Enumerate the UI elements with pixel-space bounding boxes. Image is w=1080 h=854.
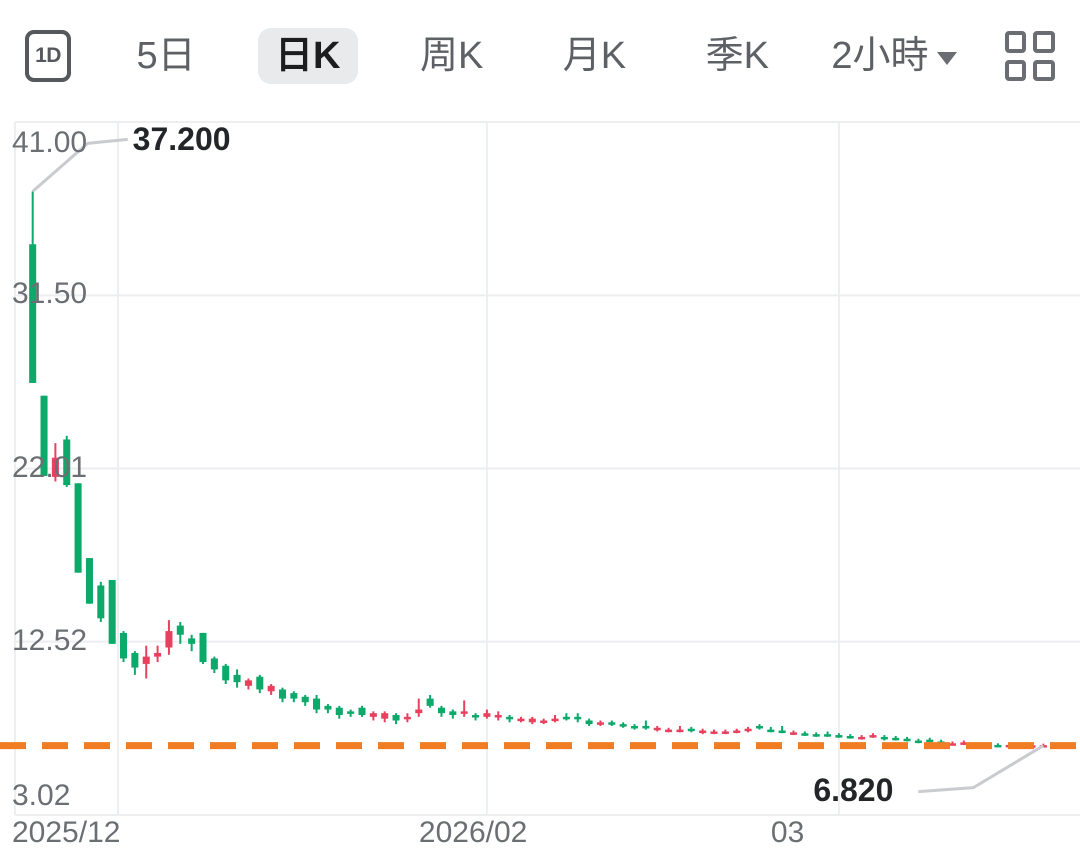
y-axis-label-4: 12.52: [12, 623, 88, 657]
y-axis-label-2: 31.50: [12, 277, 88, 311]
tab-weekly-k[interactable]: 周K: [419, 35, 484, 77]
y-axis-label-min: 3.02: [12, 779, 71, 812]
grid-cell: [1004, 31, 1027, 53]
tab-monthly-k[interactable]: 月K: [562, 35, 627, 77]
candlestick-chart[interactable]: 41.00 31.50 22.01 12.52 3.02 2025/12 2026/02 03…: [0, 112, 1080, 854]
one-day-icon-label: 1D: [35, 44, 61, 67]
tab-daily-k[interactable]: 日K: [258, 28, 358, 84]
y-axis-label-3: 22.01: [12, 450, 88, 484]
chart-toolbar: 1D 5日 日K 周K 月K 季K 2小時: [0, 0, 1080, 112]
one-day-icon[interactable]: 1D: [22, 30, 74, 82]
interval-dropdown[interactable]: 2小時: [831, 35, 957, 77]
grid-cell: [1004, 59, 1027, 81]
grid-layout-icon[interactable]: [1002, 28, 1058, 84]
chart-canvas: [0, 121, 1080, 816]
x-axis-label-1: 2025/12: [12, 816, 121, 849]
grid-cell: [1033, 31, 1055, 53]
high-price-callout: 37.200: [132, 121, 231, 158]
grid-cell: [1033, 59, 1055, 81]
y-axis-label-max: 41.00: [12, 126, 88, 159]
x-axis-label-3: 03: [770, 816, 805, 849]
last-price-callout: 6.820: [813, 771, 894, 808]
interval-dropdown-label: 2小時: [831, 35, 929, 77]
x-axis-label-2: 2026/02: [418, 816, 528, 849]
chevron-down-icon: [936, 51, 957, 65]
tab-5day[interactable]: 5日: [136, 35, 196, 77]
tab-quarterly-k[interactable]: 季K: [705, 35, 769, 77]
